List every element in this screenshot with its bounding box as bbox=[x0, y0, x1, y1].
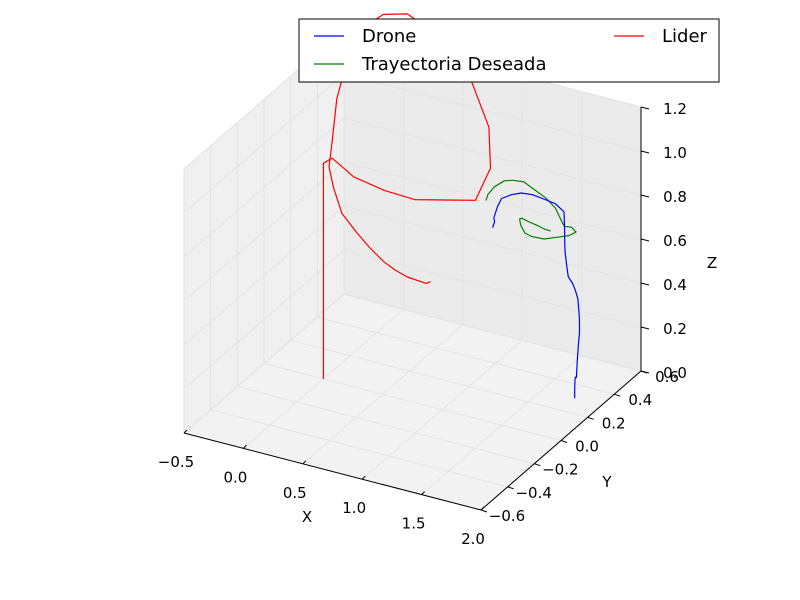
series-lines bbox=[322, 13, 581, 399]
z-tick-label-0: 0.0 bbox=[663, 364, 687, 382]
z-tick-label-6: 1.2 bbox=[663, 100, 687, 118]
axis-ticks: −0.50.00.51.01.52.0−0.6−0.4−0.20.00.20.4… bbox=[158, 100, 687, 548]
z-tick-label-5: 1.0 bbox=[663, 144, 687, 162]
y-tick-1 bbox=[507, 486, 514, 490]
z-tick-2 bbox=[640, 282, 650, 286]
x-axis-line bbox=[183, 432, 482, 511]
legend-frame bbox=[298, 18, 720, 83]
x-tick-label-2: 0.5 bbox=[283, 484, 307, 502]
x-tick-label-1: 0.0 bbox=[223, 468, 247, 486]
y-axis-label: Y bbox=[601, 473, 612, 491]
grid-line-z-3 bbox=[183, 161, 642, 302]
z-tick-3 bbox=[640, 238, 650, 242]
z-tick-label-4: 0.8 bbox=[663, 188, 687, 206]
x-tick-label-0: −0.5 bbox=[158, 453, 194, 471]
y-tick-0 bbox=[480, 509, 488, 513]
z-tick-0 bbox=[640, 370, 650, 374]
z-tick-label-1: 0.2 bbox=[663, 320, 687, 338]
series-line-lider bbox=[322, 13, 492, 379]
z-tick-label-2: 0.4 bbox=[663, 276, 687, 294]
z-tick-6 bbox=[640, 106, 650, 110]
x-tick-0 bbox=[183, 429, 188, 434]
x-tick-label-5: 2.0 bbox=[461, 530, 485, 548]
y-tick-5 bbox=[614, 393, 621, 397]
grid-line-z-0 bbox=[183, 293, 642, 434]
legend-label-drone: Drone bbox=[362, 26, 416, 47]
x-axis-label: X bbox=[302, 508, 312, 526]
y-tick-label-1: −0.4 bbox=[515, 484, 551, 502]
z-tick-label-3: 0.6 bbox=[663, 232, 687, 250]
z-tick-4 bbox=[640, 194, 650, 198]
series-line-trayectoria-deseada bbox=[485, 179, 577, 240]
z-axis-label: Z bbox=[707, 254, 717, 272]
z-tick-1 bbox=[640, 326, 650, 330]
x-tick-label-3: 1.0 bbox=[342, 499, 366, 517]
y-tick-label-6: 0.6 bbox=[655, 368, 679, 386]
y-tick-2 bbox=[534, 463, 541, 467]
x-tick-3 bbox=[361, 475, 366, 480]
y-tick-label-0: −0.6 bbox=[489, 507, 525, 525]
x-tick-2 bbox=[302, 460, 307, 465]
y-tick-label-5: 0.4 bbox=[628, 391, 652, 409]
y-tick-label-2: −0.2 bbox=[542, 461, 578, 479]
y-tick-label-4: 0.2 bbox=[602, 414, 626, 432]
x-tick-4 bbox=[421, 491, 425, 495]
legend: Drone Lider Trayectoria Deseada bbox=[298, 18, 720, 83]
y-tick-label-3: 0.0 bbox=[575, 438, 599, 456]
grid-line-z-4 bbox=[183, 117, 642, 258]
series-line-drone bbox=[492, 192, 581, 399]
axis-panes bbox=[182, 28, 643, 511]
grid-line-z-2 bbox=[183, 205, 642, 346]
y-tick-3 bbox=[560, 440, 568, 443]
x-tick-label-4: 1.5 bbox=[402, 515, 426, 533]
x-tick-5 bbox=[480, 506, 485, 511]
grid-line-z-1 bbox=[183, 249, 642, 390]
x-tick-1 bbox=[243, 445, 247, 449]
legend-label-lider: Lider bbox=[662, 26, 708, 47]
legend-label-trayectoria: Trayectoria Deseada bbox=[361, 54, 547, 75]
z-tick-5 bbox=[640, 150, 650, 154]
y-tick-4 bbox=[587, 416, 594, 420]
